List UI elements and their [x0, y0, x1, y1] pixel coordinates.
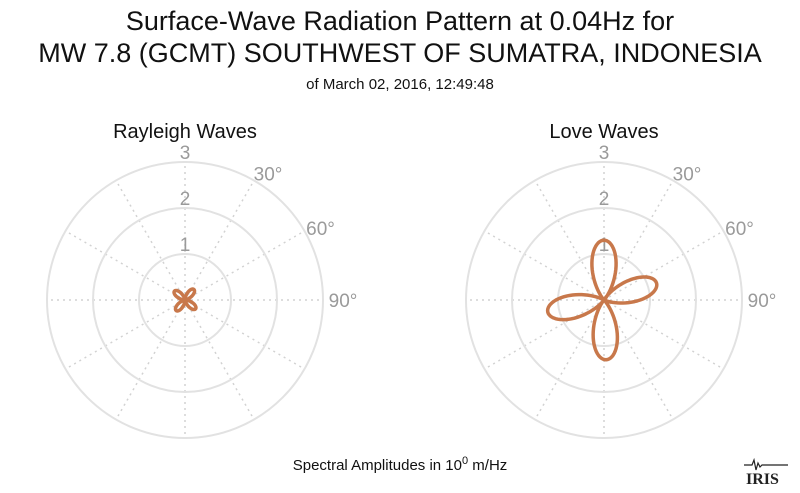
radial-gridline — [465, 161, 743, 439]
footer-suffix: m/Hz — [468, 457, 508, 474]
angle-gridline — [484, 299, 605, 370]
radiation-pattern-line — [545, 238, 659, 362]
angle-tick-label: 60° — [306, 219, 335, 240]
iris-logo: IRIS — [744, 457, 788, 487]
angle-gridline — [484, 230, 605, 301]
angle-gridline — [603, 180, 674, 301]
chart-title-line1: Surface-Wave Radiation Pattern at 0.04Hz… — [125, 6, 675, 36]
angle-gridline — [603, 230, 724, 301]
amplitude-units-label: Spectral Amplitudes in 100 m/Hz — [0, 455, 800, 474]
radial-tick-label: 2 — [599, 189, 610, 210]
footer-prefix: Spectral Amplitudes in 10 — [292, 457, 462, 474]
angle-gridline — [534, 180, 605, 301]
angle-gridline — [184, 299, 305, 370]
angle-gridline — [603, 299, 724, 370]
radial-tick-label: 2 — [180, 189, 191, 210]
angle-tick-label: 60° — [725, 219, 754, 240]
angle-gridline — [115, 299, 186, 420]
footer-exponent: 0 — [461, 455, 469, 467]
logo-text: IRIS — [746, 471, 779, 487]
angle-gridline — [184, 230, 305, 301]
rayleigh-panel: Rayleigh Waves 1 2 3 30° 60° 90° — [46, 121, 358, 439]
radial-tick-label: 3 — [180, 143, 191, 164]
radial-tick-label: 1 — [599, 235, 610, 256]
angle-gridline — [603, 299, 674, 420]
radial-gridline — [511, 207, 697, 393]
angle-tick-label: 90° — [329, 291, 358, 312]
radial-gridline — [46, 161, 324, 439]
angle-tick-label: 30° — [254, 165, 283, 186]
angle-tick-label: 30° — [673, 165, 702, 186]
angle-gridline — [534, 299, 605, 420]
panel-title: Rayleigh Waves — [113, 121, 257, 143]
angle-gridline — [65, 230, 186, 301]
angle-tick-label: 90° — [748, 291, 777, 312]
love-panel: Love Waves 1 2 3 30° 60° 90° — [465, 121, 777, 439]
panel-title: Love Waves — [549, 121, 658, 143]
chart-title-line2: MW 7.8 (GCMT) SOUTHWEST OF SUMATRA, INDO… — [38, 38, 762, 68]
angle-gridline — [184, 180, 255, 301]
radial-tick-label: 3 — [599, 143, 610, 164]
angle-gridline — [65, 299, 186, 370]
chart-subtitle-date: of March 02, 2016, 12:49:48 — [306, 76, 494, 93]
radiation-pattern-line — [172, 287, 198, 313]
radial-gridline — [92, 207, 278, 393]
angle-gridline — [184, 299, 255, 420]
angle-gridline — [115, 180, 186, 301]
seismogram-icon — [744, 457, 788, 471]
radial-gridline — [138, 253, 232, 347]
radial-tick-label: 1 — [180, 235, 191, 256]
